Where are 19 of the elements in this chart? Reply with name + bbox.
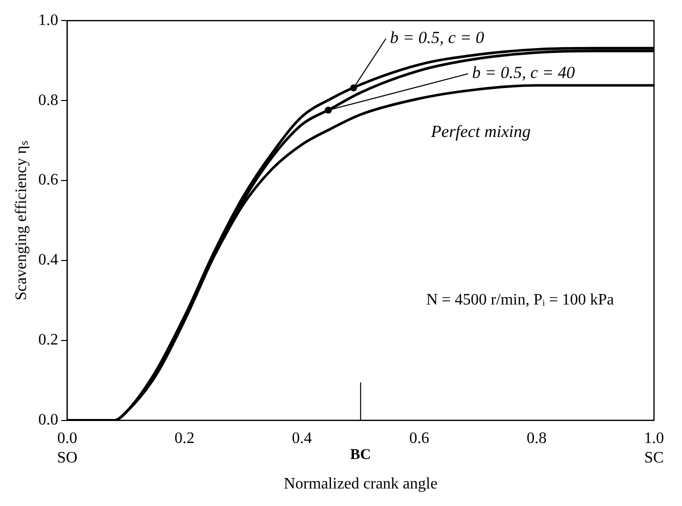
ref-line-label: BC [350,446,372,463]
series-label: Perfect mixing [430,122,531,142]
x-tick-label: 0.6 [409,430,430,448]
y-tick-label: 0.6 [38,172,58,189]
x-tick-label: 0.4 [292,430,312,448]
y-tick-label: 0.2 [38,332,58,349]
series-label: b = 0.5, c = 0 [390,28,485,48]
y-tick-label: 1.0 [38,12,58,29]
x-tick-label: 0.2 [174,430,195,448]
x-tick-label: 1.0 SC [644,430,664,466]
x-axis-title: Normalized crank angle [284,476,438,493]
y-tick-label: 0.8 [38,92,58,109]
series-label: b = 0.5, c = 40 [472,63,576,82]
x-tick-label: 0.0 SO [56,430,78,466]
annotation: N = 4500 r/min, Pᵢ = 100 kPa [426,292,614,309]
y-axis-title: Scavenging efficiency ηₛ [12,140,30,300]
x-tick-label: 0.8 [526,430,547,448]
y-tick-label: 0.4 [38,252,58,269]
y-tick-label: 0.0 [38,412,58,429]
